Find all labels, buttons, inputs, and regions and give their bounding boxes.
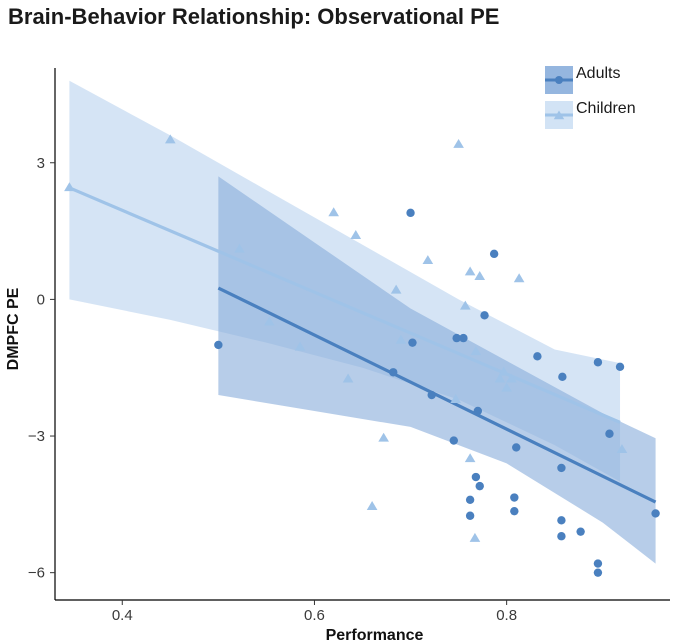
- point-adults: [427, 390, 436, 400]
- point-children: [498, 366, 510, 376]
- point-adults: [389, 368, 398, 377]
- point-children: [460, 300, 471, 310]
- point-adults: [510, 493, 519, 502]
- point-adults: [576, 527, 585, 536]
- point-adults: [471, 472, 481, 482]
- point-adults: [510, 506, 519, 516]
- point-adults: [473, 406, 483, 416]
- point-adults: [557, 463, 566, 473]
- legend-marker-adults: [555, 76, 563, 84]
- legend-label-adults: Adults: [576, 65, 620, 82]
- point-adults: [489, 249, 499, 259]
- point-children: [501, 382, 512, 392]
- point-adults: [651, 509, 660, 518]
- legend-marker-children: [553, 110, 565, 120]
- point-children: [64, 182, 75, 192]
- point-children: [464, 266, 476, 276]
- y-tick-label: 0: [37, 291, 45, 308]
- x-tick-label: 0.6: [304, 607, 325, 624]
- point-adults: [406, 208, 415, 218]
- point-adults: [605, 429, 614, 438]
- point-adults: [449, 436, 458, 445]
- data-points: [64, 134, 660, 577]
- point-adults: [593, 559, 603, 568]
- point-adults: [465, 495, 475, 504]
- point-adults: [459, 333, 468, 343]
- chart-title: Brain-Behavior Relationship: Observation…: [8, 4, 500, 29]
- point-children: [453, 138, 464, 148]
- point-adults: [558, 372, 567, 382]
- point-children: [328, 207, 339, 217]
- point-children: [390, 284, 402, 294]
- point-children: [395, 334, 407, 344]
- y-tick-label: 3: [37, 155, 45, 172]
- legend-label-children: Children: [576, 100, 636, 117]
- point-adults: [512, 443, 521, 452]
- point-children: [474, 271, 486, 280]
- point-adults: [465, 511, 475, 520]
- fit-line-children: [68, 186, 621, 424]
- point-children: [422, 255, 434, 265]
- confidence-bands: [69, 80, 656, 564]
- point-children: [294, 341, 306, 351]
- axes: 0.4 0.6 0.8 3 0 −3 −6 Performance DMPFC PE: [5, 68, 670, 642]
- point-children: [366, 501, 378, 510]
- x-tick-label: 0.4: [112, 607, 133, 624]
- y-tick-label: −3: [28, 428, 45, 445]
- y-axis-title: DMPFC PE: [5, 287, 22, 370]
- point-children: [164, 134, 176, 144]
- point-children: [506, 373, 517, 383]
- fit-lines: [68, 186, 657, 504]
- point-adults: [533, 352, 542, 361]
- band-adults: [218, 176, 656, 564]
- legend: Adults Children: [545, 65, 636, 129]
- point-adults: [475, 481, 484, 491]
- point-adults: [615, 362, 625, 372]
- point-children: [342, 373, 354, 383]
- point-children: [469, 532, 481, 542]
- point-children: [464, 453, 476, 463]
- point-adults: [557, 516, 566, 525]
- point-children: [450, 393, 462, 403]
- point-adults: [593, 568, 603, 577]
- point-children: [494, 373, 506, 383]
- point-adults: [214, 340, 223, 350]
- point-children: [513, 273, 525, 283]
- fit-line-adults: [217, 286, 657, 504]
- point-adults: [452, 333, 461, 343]
- point-children: [234, 243, 245, 253]
- x-tick-label: 0.8: [496, 607, 517, 624]
- y-tick-label: −6: [28, 565, 45, 582]
- point-adults: [557, 532, 566, 541]
- point-adults: [480, 311, 489, 320]
- point-children: [470, 346, 482, 356]
- point-children: [616, 444, 628, 454]
- point-children: [350, 230, 362, 239]
- point-children: [263, 316, 275, 326]
- point-adults: [593, 358, 603, 367]
- point-children: [378, 432, 389, 442]
- point-adults: [408, 338, 417, 347]
- x-axis-title: Performance: [326, 627, 424, 642]
